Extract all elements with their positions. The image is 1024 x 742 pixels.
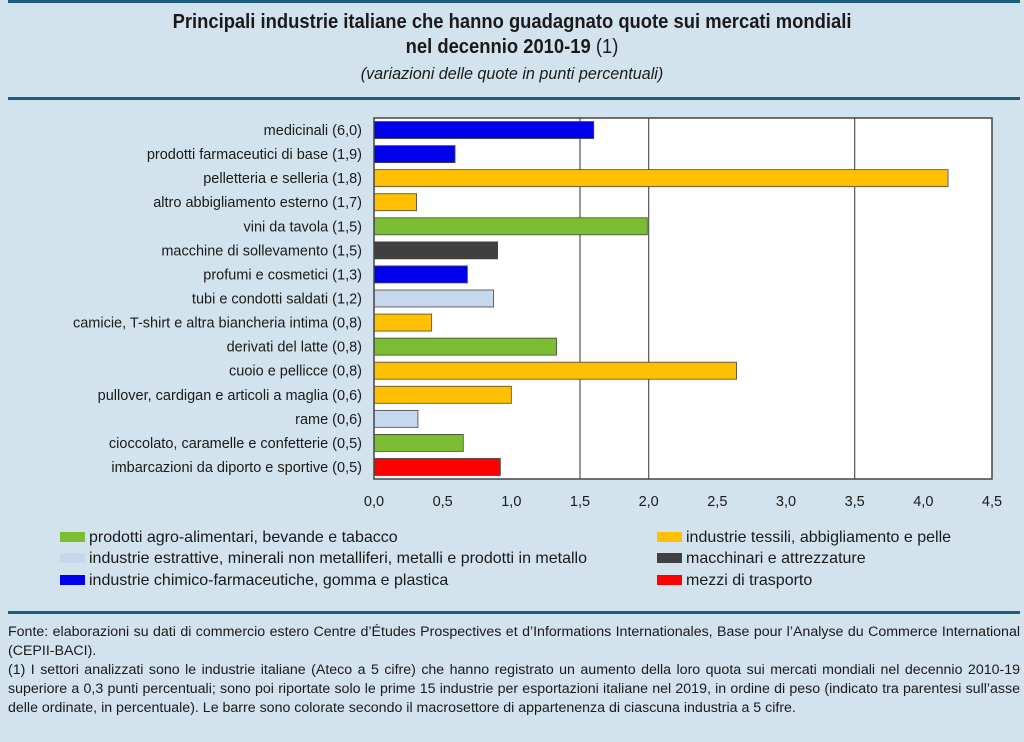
chart-title-line2-text: nel decennio 2010-19 [405, 36, 591, 58]
legend-swatch [657, 574, 682, 585]
category-label: tubi e condotti saldati (1,2) [192, 292, 362, 308]
x-tick-label: 0,0 [364, 494, 384, 510]
chart-title-note: (1) [595, 36, 619, 58]
bar [373, 361, 737, 380]
x-tick-label: 4,0 [913, 494, 933, 510]
x-tick-label: 3,0 [776, 494, 796, 510]
bar [373, 458, 501, 476]
header-rule [8, 97, 1020, 100]
category-label: prodotti farmaceutici di base (1,9) [147, 147, 362, 163]
bar [373, 265, 468, 284]
chart-title-line2: nel decennio 2010-19 (1) [41, 35, 983, 60]
source-note: Fonte: elaborazioni su dati di commercio… [8, 624, 1020, 659]
legend-label: prodotti agro-alimentari, bevande e taba… [89, 529, 398, 546]
category-label: profumi e cosmetici (1,3) [203, 267, 362, 283]
legend-label: industrie tessili, abbigliamento e pelle [686, 529, 952, 546]
bar [373, 193, 417, 212]
bar [373, 313, 433, 332]
bar [373, 121, 595, 139]
plot-border [373, 117, 993, 480]
legend-label: industrie estrattive, minerali non metal… [89, 550, 587, 567]
bar [373, 169, 949, 188]
chart-title: Principali industrie italiane che hanno … [41, 10, 983, 60]
footnote-1: (1) I settori analizzati sono le industr… [8, 662, 1020, 716]
footer-notes: Fonte: elaborazioni su dati di commercio… [8, 623, 1020, 718]
category-label: rame (0,6) [295, 412, 362, 428]
legend-item-estrattive: industrie estrattive, minerali non metal… [60, 549, 587, 569]
legend-label: macchinari e attrezzature [686, 550, 866, 567]
category-label: vini da tavola (1,5) [244, 219, 362, 235]
x-tick-label: 2,5 [707, 494, 727, 510]
category-label: altro abbigliamento esterno (1,7) [153, 195, 362, 211]
category-label: macchine di sollevamento (1,5) [161, 243, 362, 259]
legend-swatch [60, 574, 85, 585]
bar [373, 145, 456, 163]
category-label: derivati del latte (0,8) [227, 340, 362, 356]
chart-subtitle: (variazioni delle quote in punti percent… [360, 64, 664, 83]
x-axis-ticks: 0,0 0,5 1,0 1,5 2,0 2,5 3,0 3,5 4,0 4,5 [364, 494, 1002, 510]
category-labels: medicinali (6,0) prodotti farmaceutici di… [73, 123, 362, 476]
bar [373, 337, 558, 356]
top-rule [8, 0, 1020, 3]
bar [373, 217, 648, 236]
legend-swatch [657, 552, 682, 563]
legend-swatch [657, 531, 682, 542]
bar [373, 385, 512, 404]
x-tick-label: 0,5 [433, 494, 453, 510]
x-tick-label: 2,0 [639, 494, 659, 510]
chart-title-line1: Principali industrie italiane che hanno … [172, 11, 852, 33]
legend-label: mezzi di trasporto [686, 572, 813, 589]
category-label: cuoio e pellicce (0,8) [229, 364, 362, 380]
bar [373, 409, 419, 428]
category-label: cioccolato, caramelle e confetterie (0,5… [109, 436, 362, 452]
legend-item-chimico: industrie chimico-farmaceutiche, gomma e… [60, 571, 448, 591]
category-label: pullover, cardigan e articoli a maglia (… [98, 388, 362, 404]
footer-rule [8, 611, 1020, 614]
legend-swatch [60, 552, 85, 563]
x-tick-label: 1,0 [501, 494, 521, 510]
x-tick-label: 4,5 [982, 494, 1002, 510]
legend-item-agro: prodotti agro-alimentari, bevande e taba… [60, 528, 398, 548]
category-label: camicie, T-shirt e altra biancheria inti… [73, 316, 362, 332]
x-tick-label: 3,5 [845, 494, 865, 510]
x-tick-label: 1,5 [570, 494, 590, 510]
bar [373, 433, 464, 452]
legend-swatch [60, 531, 85, 542]
bar [373, 241, 498, 260]
bar [373, 289, 494, 308]
category-label: medicinali (6,0) [264, 123, 362, 139]
bar-chart: medicinali (6,0) prodotti farmaceutici di… [73, 117, 1002, 510]
legend-label: industrie chimico-farmaceutiche, gomma e… [89, 572, 449, 589]
legend-item-macchinari: macchinari e attrezzature [657, 549, 866, 569]
category-label: pelletteria e selleria (1,8) [203, 171, 362, 187]
legend-item-tessili: industrie tessili, abbigliamento e pelle [657, 528, 951, 548]
category-label: imbarcazioni da diporto e sportive (0,5) [111, 460, 362, 476]
legend-item-trasporto: mezzi di trasporto [657, 571, 812, 591]
